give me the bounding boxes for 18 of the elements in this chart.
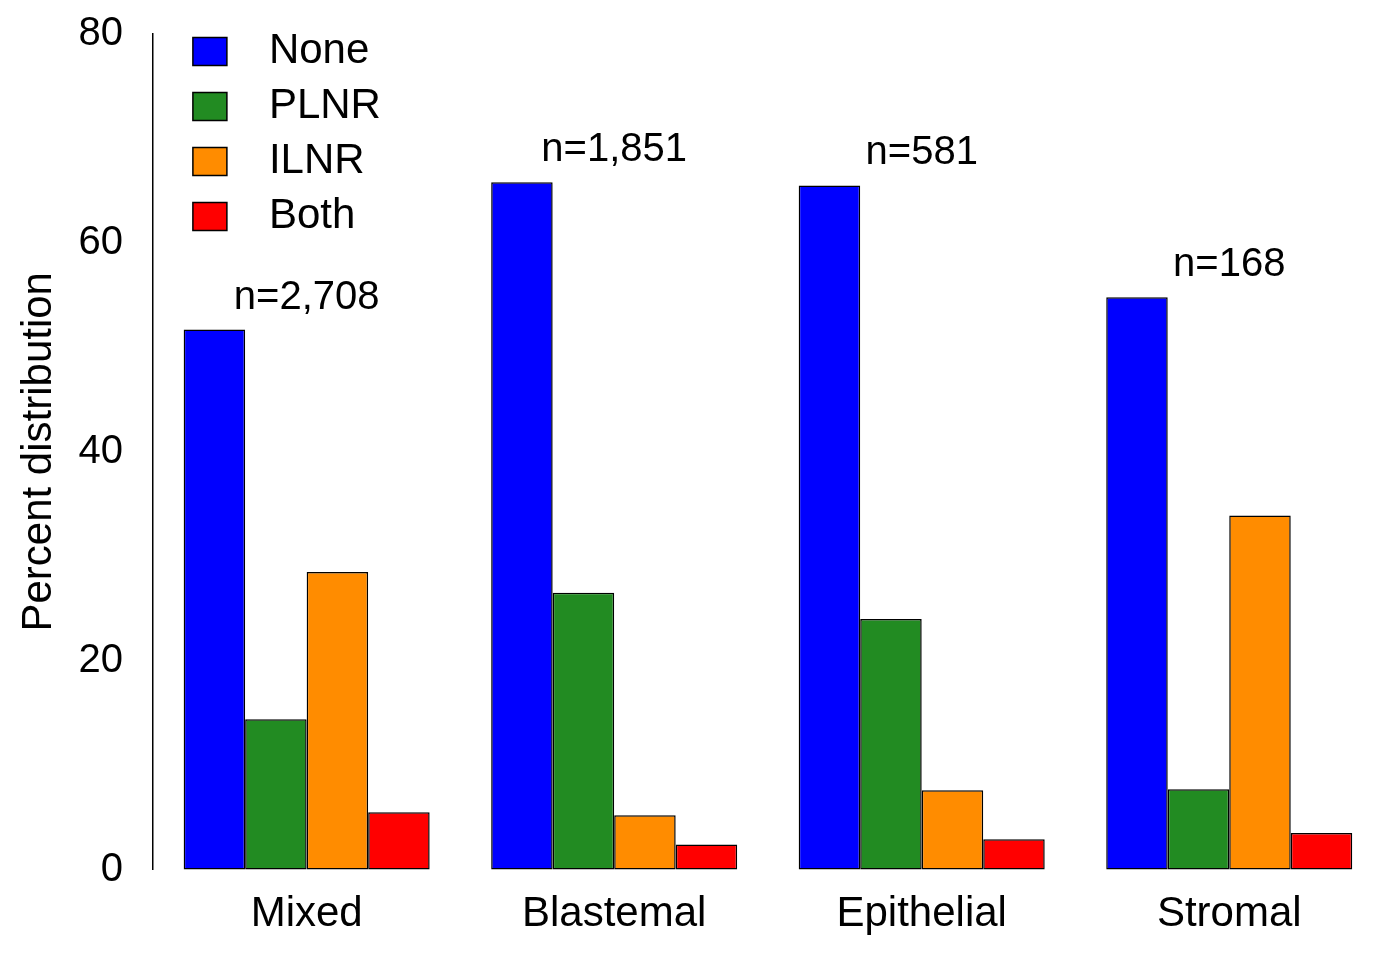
legend-label: None xyxy=(268,25,370,73)
y-tick-label: 80 xyxy=(78,9,123,54)
x-tick-label: Blastemal xyxy=(521,888,707,936)
y-tick-label: 20 xyxy=(78,635,123,680)
y-axis-title: Percent distribution xyxy=(12,272,60,632)
y-tick-label: 0 xyxy=(100,844,123,889)
legend-label: Both xyxy=(268,190,356,238)
y-tick-label: 60 xyxy=(78,217,123,262)
legend-label: PLNR xyxy=(268,80,381,128)
x-tick-label: Stromal xyxy=(1156,888,1302,936)
legend-label: ILNR xyxy=(268,135,365,183)
annotation: n=2,708 xyxy=(233,272,380,317)
annotation: n=168 xyxy=(1173,240,1286,285)
annotation: n=1,851 xyxy=(541,125,688,170)
annotation: n=581 xyxy=(865,128,978,173)
x-tick-label: Epithelial xyxy=(836,888,1007,936)
x-tick-label: Mixed xyxy=(250,888,363,936)
y-tick-label: 40 xyxy=(78,426,123,471)
